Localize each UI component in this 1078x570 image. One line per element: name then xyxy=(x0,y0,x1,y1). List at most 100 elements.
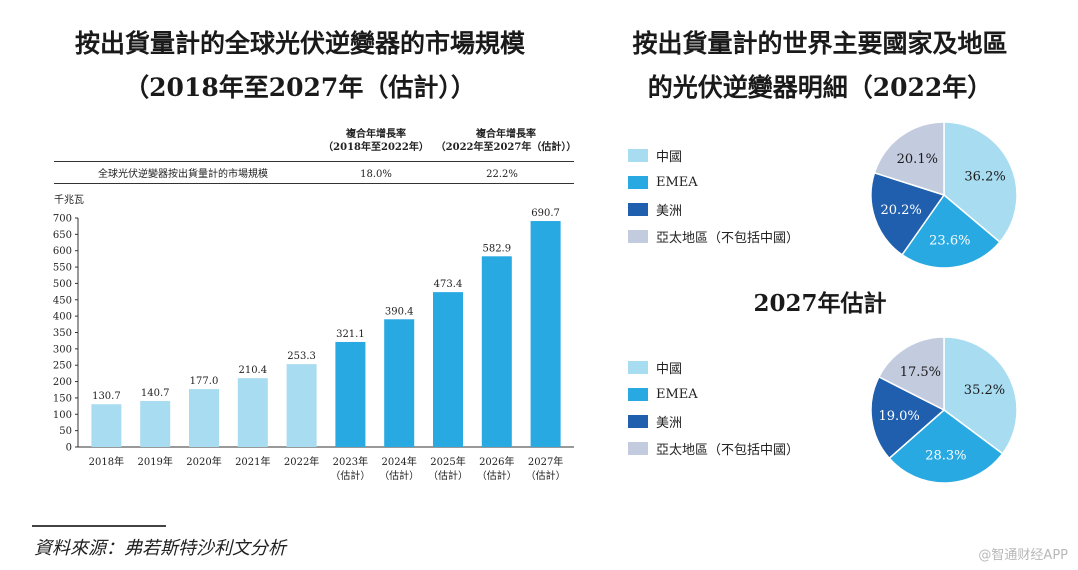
legend-item-emea: EMEA xyxy=(628,169,799,196)
bar-chart-title-line2: （2018年至2027年（估計）） xyxy=(124,73,476,102)
legend-swatch-americas xyxy=(628,203,648,216)
watermark: @智通财经APP xyxy=(978,548,1068,563)
y-tick-label: 250 xyxy=(53,361,72,372)
legend-item-americas: 美洲 xyxy=(628,408,799,435)
y-tick-label: 200 xyxy=(53,377,72,388)
x-tick-label: 2026年 xyxy=(479,455,514,468)
bar-2023年 xyxy=(335,341,366,447)
pie-chart-title-line2: 的光伏逆變器明細（2022年） xyxy=(647,73,993,102)
bar-2025年 xyxy=(433,292,463,447)
bar-value-label: 582.9 xyxy=(482,243,511,254)
legend-item-apac: 亞太地區（不包括中國） xyxy=(628,223,799,250)
legend-label: 美洲 xyxy=(656,416,683,431)
bar-chart-title-line1: 按出貨量計的全球光伏逆變器的市場規模 xyxy=(74,29,525,58)
cagr-table-top-rule xyxy=(54,161,574,162)
legend-item-apac: 亞太地區（不包括中國） xyxy=(628,435,799,462)
bar-2021年 xyxy=(237,378,268,447)
bar-value-label: 210.4 xyxy=(238,365,267,376)
bar-2026年 xyxy=(481,256,512,447)
legend-swatch-apac xyxy=(628,442,648,455)
pie-slice-label: 35.2% xyxy=(964,383,1005,398)
x-tick-note: （估計） xyxy=(330,469,370,482)
bar-value-label: 473.4 xyxy=(434,279,463,290)
source-rule xyxy=(32,525,166,527)
bar-2024年 xyxy=(384,319,415,447)
bar-value-label: 140.7 xyxy=(141,388,170,399)
pie-slice-亞太地區（不包括中國） xyxy=(877,336,945,412)
pie-slice-中國 xyxy=(943,121,1018,244)
bar-2027年 xyxy=(530,221,561,447)
cagr-row-label: 全球光伏逆變器按出貨量計的市場規模 xyxy=(98,169,268,180)
y-tick-label: 150 xyxy=(53,393,72,404)
pie-slice-EMEA xyxy=(901,193,1001,269)
bar-value-label: 177.0 xyxy=(190,376,219,387)
pie-slice-亞太地區（不包括中國） xyxy=(873,121,945,197)
pie-slice-label: 20.1% xyxy=(897,152,938,167)
x-tick-note: （估計） xyxy=(477,469,517,482)
pie-slice-美洲 xyxy=(870,171,946,256)
y-tick-label: 0 xyxy=(66,443,72,454)
y-tick-label: 300 xyxy=(53,344,72,355)
x-tick-note: （估計） xyxy=(379,469,419,482)
bar-value-label: 253.3 xyxy=(287,351,316,362)
legend-2022: 中國 EMEA 美洲 亞太地區（不包括中國） xyxy=(628,142,799,250)
pie-slice-EMEA xyxy=(888,409,1004,484)
legend-swatch-emea xyxy=(628,388,648,401)
pie-slice-label: 28.3% xyxy=(925,449,966,464)
x-tick-label: 2025年 xyxy=(430,455,465,468)
x-tick-label: 2024年 xyxy=(381,455,416,468)
x-tick-label: 2021年 xyxy=(235,455,270,468)
x-tick-label: 2027年 xyxy=(528,455,563,468)
cagr-header-period: （2018年至2022年） xyxy=(323,142,429,153)
legend-label: EMEA xyxy=(656,387,698,402)
y-tick-label: 400 xyxy=(53,312,72,323)
cagr-header-2018-2022: 複合年增長率 （2018年至2022年） xyxy=(316,128,436,154)
legend-label: 亞太地區（不包括中國） xyxy=(656,443,800,458)
pie-slice-label: 36.2% xyxy=(964,169,1005,184)
y-tick-label: 350 xyxy=(53,328,72,339)
legend-item-americas: 美洲 xyxy=(628,196,799,223)
y-axis-unit-label: 千兆瓦 xyxy=(54,194,84,206)
pie-slice-label: 19.0% xyxy=(878,409,919,424)
pie-2027-title: 2027年估計 xyxy=(753,290,887,317)
x-tick-label: 2022年 xyxy=(284,455,319,468)
bar-2020年 xyxy=(189,389,219,447)
legend-item-emea: EMEA xyxy=(628,381,799,408)
y-tick-label: 650 xyxy=(53,230,72,241)
legend-swatch-china xyxy=(628,149,648,162)
pie-slice-label: 17.5% xyxy=(900,365,941,380)
x-tick-label: 2020年 xyxy=(186,455,221,468)
x-tick-note: （估計） xyxy=(526,469,566,482)
cagr-header-label: 複合年增長率 xyxy=(346,129,406,140)
bar-value-label: 390.4 xyxy=(385,306,414,317)
x-tick-label: 2018年 xyxy=(89,455,124,468)
bar-value-label: 690.7 xyxy=(531,208,560,219)
pie-slice-label: 20.2% xyxy=(880,203,921,218)
bar-2019年 xyxy=(140,400,171,447)
y-tick-label: 100 xyxy=(53,410,72,421)
legend-label: 亞太地區（不包括中國） xyxy=(656,231,800,246)
pie-slice-美洲 xyxy=(870,375,946,460)
bar-value-label: 130.7 xyxy=(92,391,121,402)
cagr-header-label: 複合年增長率 xyxy=(476,129,536,140)
legend-label: 中國 xyxy=(656,150,683,165)
x-tick-label: 2023年 xyxy=(333,455,368,468)
legend-label: EMEA xyxy=(656,175,698,190)
legend-label: 中國 xyxy=(656,362,683,377)
cagr-header-2022-2027: 複合年增長率 （2022年至2027年（估計）） xyxy=(426,128,586,154)
pie-slice-中國 xyxy=(943,336,1018,455)
y-tick-label: 450 xyxy=(53,295,72,306)
legend-item-china: 中國 xyxy=(628,142,799,169)
x-tick-note: （估計） xyxy=(428,469,468,482)
legend-swatch-china xyxy=(628,361,648,374)
y-tick-label: 600 xyxy=(53,246,72,257)
pie-slice-label: 23.6% xyxy=(929,233,970,248)
x-tick-label: 2019年 xyxy=(137,455,172,468)
bar-2022年 xyxy=(286,364,317,447)
y-tick-label: 500 xyxy=(53,279,72,290)
cagr-header-period: （2022年至2027年（估計）） xyxy=(435,142,577,153)
legend-swatch-apac xyxy=(628,230,648,243)
